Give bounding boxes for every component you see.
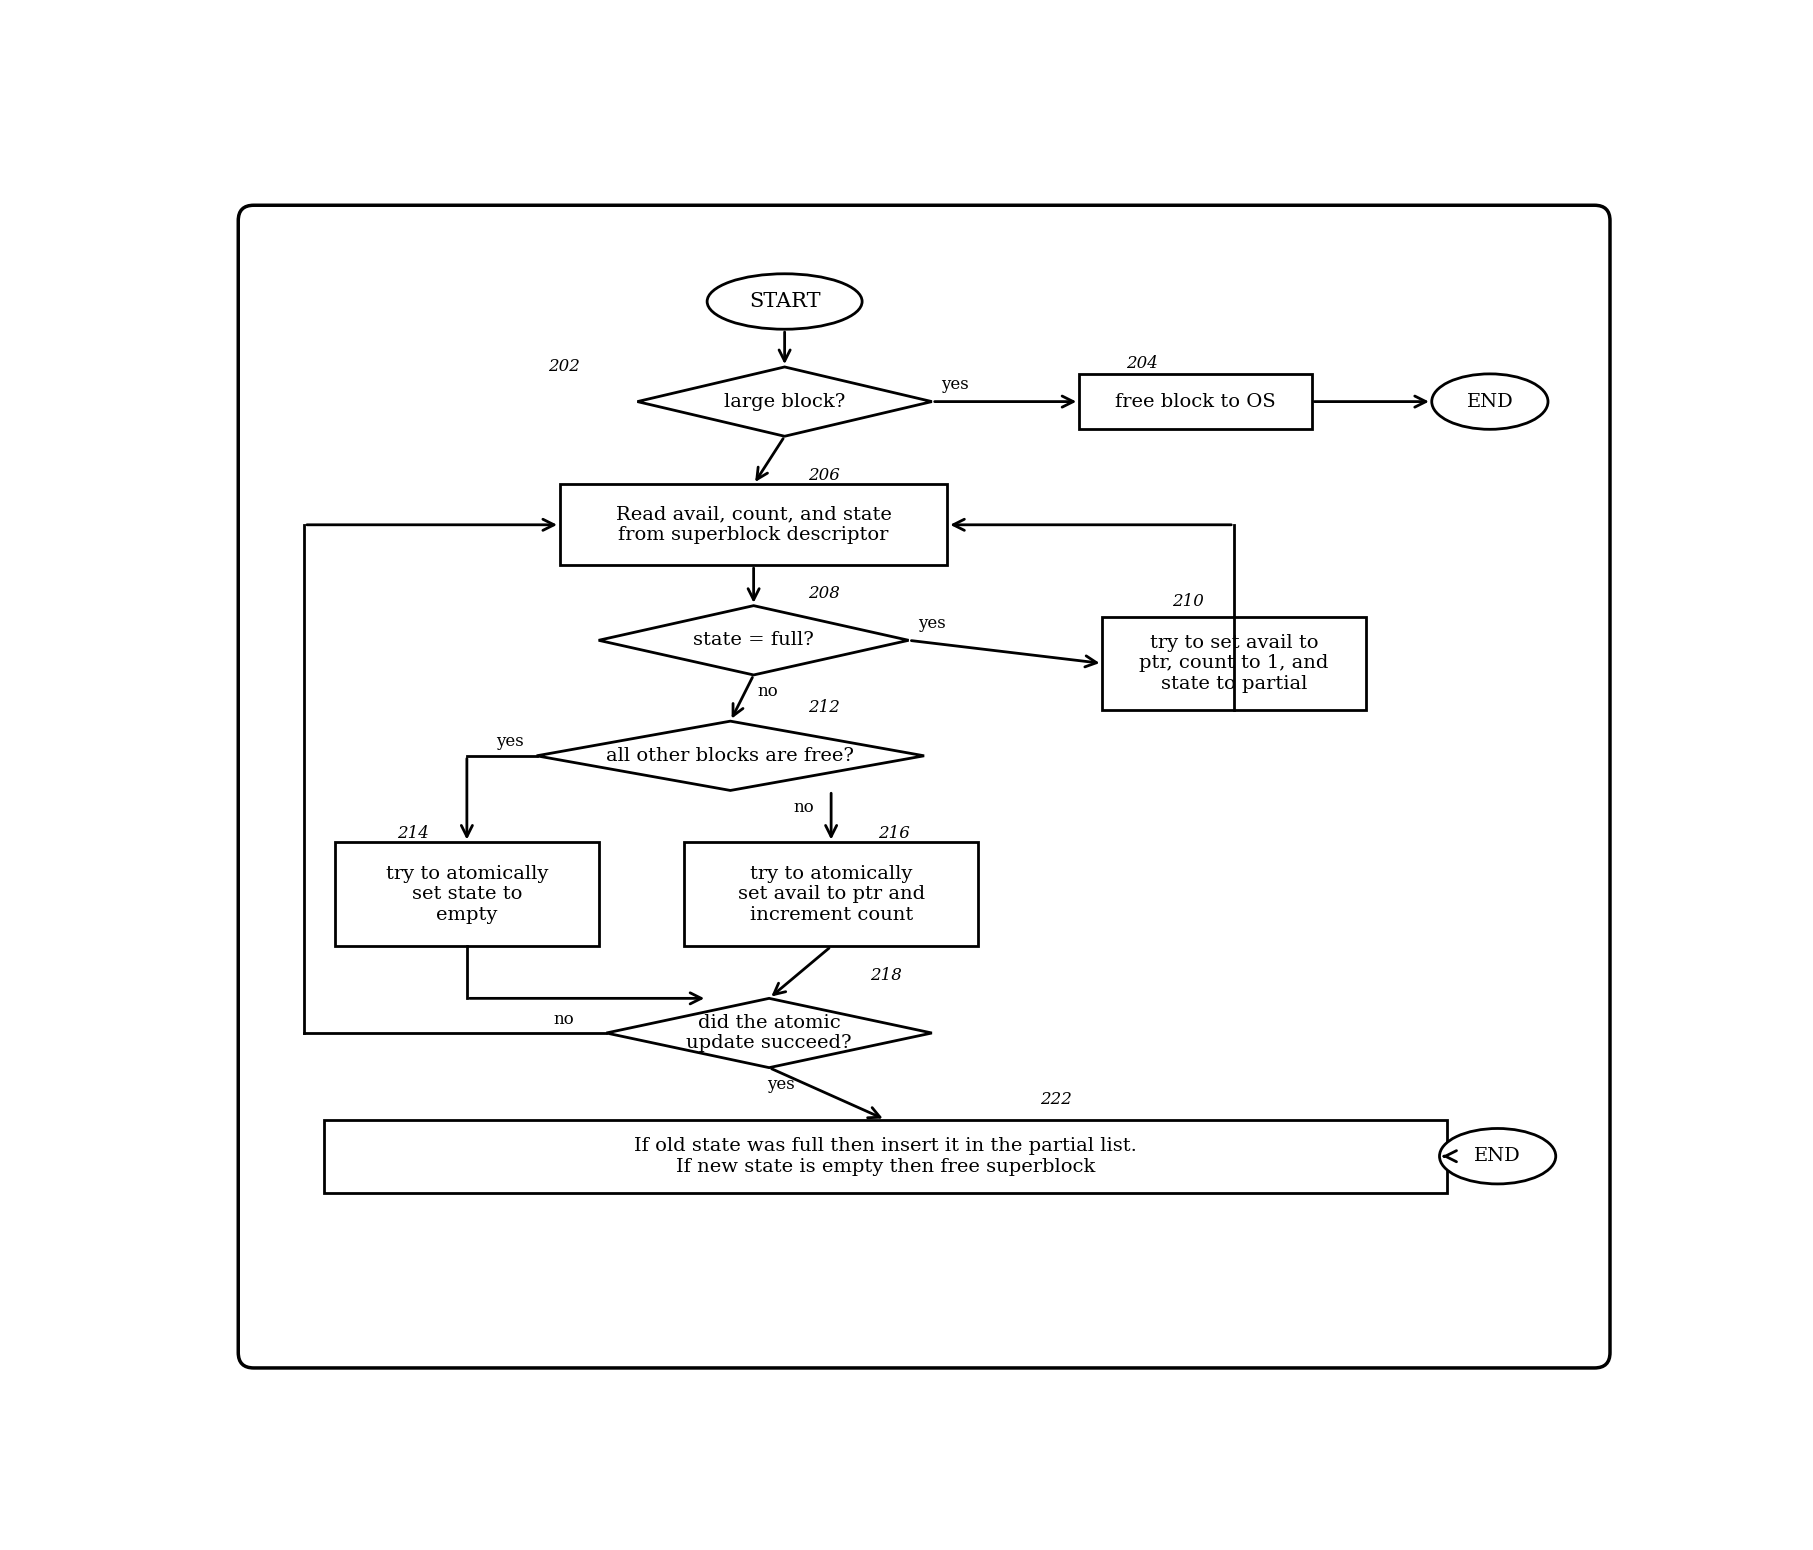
- Text: try to set avail to
ptr, count to 1, and
state to partial: try to set avail to ptr, count to 1, and…: [1139, 634, 1329, 693]
- Text: no: no: [794, 798, 814, 815]
- Polygon shape: [537, 721, 925, 790]
- Text: 212: 212: [809, 699, 839, 716]
- Text: 208: 208: [809, 584, 839, 601]
- Text: START: START: [749, 291, 821, 312]
- FancyBboxPatch shape: [335, 843, 598, 947]
- Text: yes: yes: [495, 733, 524, 750]
- Text: 210: 210: [1173, 592, 1204, 609]
- Ellipse shape: [1432, 374, 1548, 429]
- Text: yes: yes: [917, 615, 946, 632]
- Polygon shape: [638, 367, 932, 436]
- FancyBboxPatch shape: [238, 205, 1610, 1369]
- FancyBboxPatch shape: [1079, 374, 1311, 429]
- Text: yes: yes: [941, 377, 968, 394]
- Text: 218: 218: [870, 967, 901, 984]
- Text: Read avail, count, and state
from superblock descriptor: Read avail, count, and state from superb…: [616, 505, 892, 544]
- Text: no: no: [758, 684, 778, 701]
- Text: no: no: [553, 1011, 575, 1028]
- Ellipse shape: [707, 274, 863, 329]
- Text: did the atomic
update succeed?: did the atomic update succeed?: [687, 1014, 852, 1052]
- Text: END: END: [1467, 392, 1514, 411]
- Text: 206: 206: [809, 467, 839, 484]
- Text: END: END: [1474, 1147, 1521, 1166]
- FancyBboxPatch shape: [560, 484, 948, 566]
- Polygon shape: [606, 998, 932, 1068]
- Text: large block?: large block?: [723, 392, 845, 411]
- Text: 222: 222: [1041, 1091, 1071, 1108]
- Text: free block to OS: free block to OS: [1115, 392, 1276, 411]
- FancyBboxPatch shape: [1102, 617, 1365, 710]
- Text: try to atomically
set state to
empty: try to atomically set state to empty: [386, 865, 548, 924]
- Text: 216: 216: [877, 825, 910, 842]
- Text: 214: 214: [397, 825, 430, 842]
- Text: 202: 202: [548, 358, 580, 375]
- Text: try to atomically
set avail to ptr and
increment count: try to atomically set avail to ptr and i…: [738, 865, 925, 924]
- Text: If old state was full then insert it in the partial list.
If new state is empty : If old state was full then insert it in …: [635, 1136, 1137, 1175]
- Ellipse shape: [1440, 1128, 1556, 1184]
- Text: yes: yes: [767, 1076, 794, 1093]
- Text: 204: 204: [1126, 355, 1157, 372]
- FancyBboxPatch shape: [684, 843, 979, 947]
- FancyBboxPatch shape: [323, 1119, 1447, 1194]
- Polygon shape: [598, 606, 908, 674]
- Text: all other blocks are free?: all other blocks are free?: [606, 747, 854, 764]
- Text: state = full?: state = full?: [693, 631, 814, 649]
